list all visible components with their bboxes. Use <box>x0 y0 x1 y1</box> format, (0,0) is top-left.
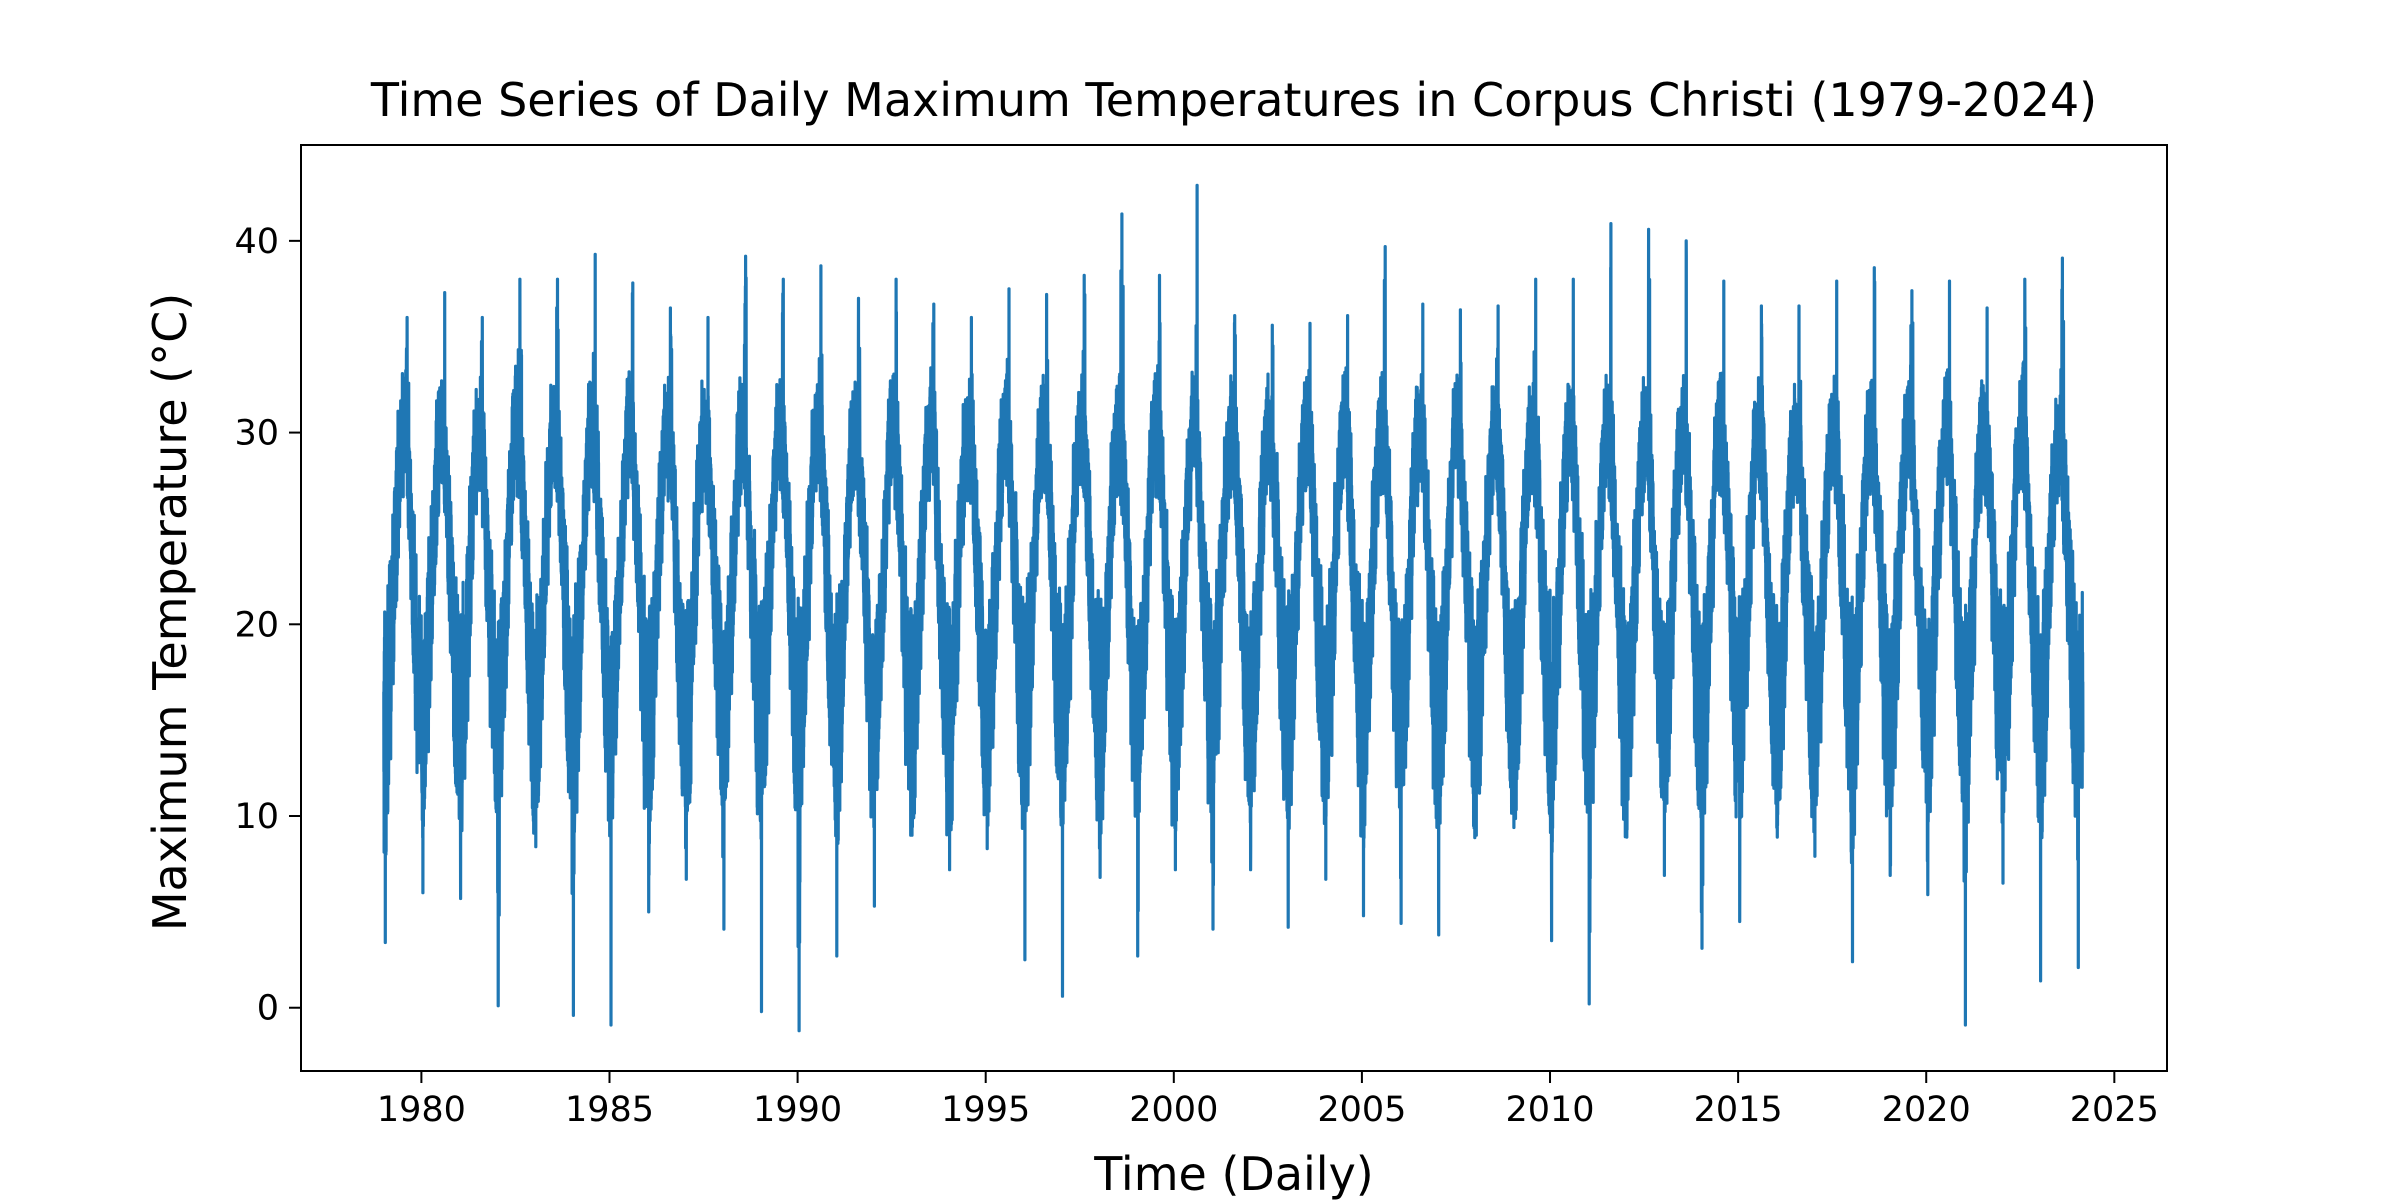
plot-frame <box>300 144 2168 1072</box>
x-tick-label: 1985 <box>565 1090 654 1130</box>
x-tick-label: 2015 <box>1694 1090 1783 1130</box>
y-tick-label: 20 <box>234 605 279 645</box>
x-axis-label: Time (Daily) <box>1093 1147 1373 1200</box>
temperature-series-line <box>382 183 2085 1033</box>
plot-series-group <box>382 183 2085 1033</box>
y-tick-label: 0 <box>257 989 279 1029</box>
x-tick-label: 2025 <box>2070 1090 2159 1130</box>
y-tick-label: 40 <box>234 222 279 262</box>
y-tick-label: 10 <box>234 797 279 837</box>
x-tick-label: 1980 <box>377 1090 466 1130</box>
chart-title: Time Series of Daily Maximum Temperature… <box>370 73 2097 127</box>
x-tick-label: 2000 <box>1129 1090 1218 1130</box>
y-axis-label: Maximum Temperature (°C) <box>143 293 197 931</box>
x-tick-label: 2010 <box>1505 1090 1594 1130</box>
y-tick-label: 30 <box>234 414 279 454</box>
x-tick-label: 1995 <box>941 1090 1030 1130</box>
x-axis-ticks: 1980 1985 1990 1995 2000 2005 2010 2015 2020 2025 <box>377 1071 2159 1130</box>
x-tick-label: 1990 <box>753 1090 842 1130</box>
x-tick-label: 2005 <box>1317 1090 1406 1130</box>
y-axis-ticks: 0 10 20 30 40 <box>234 222 301 1029</box>
x-tick-label: 2020 <box>1882 1090 1971 1130</box>
